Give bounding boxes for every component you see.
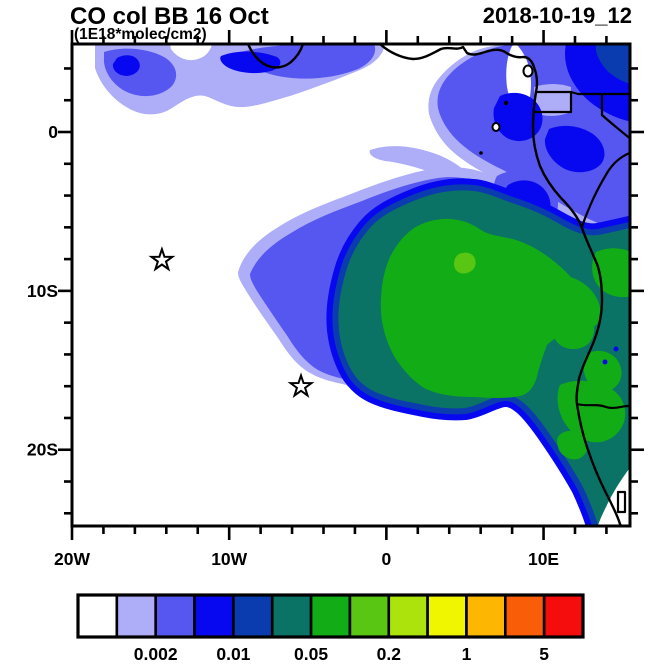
map-interior	[72, 44, 630, 526]
colorbar-cell	[309, 593, 352, 639]
colorbar-cell	[115, 593, 157, 639]
contour-green-land-4	[557, 430, 588, 460]
colorbar-cell	[76, 593, 119, 639]
x-axis-label: 20W	[54, 549, 90, 569]
colorbar-cell	[542, 593, 585, 639]
map-frame	[70, 42, 632, 528]
colorbar-cell	[154, 593, 196, 639]
island-annobon	[479, 151, 483, 155]
colorbar-outline	[76, 593, 585, 639]
contour-plume-max-spot	[454, 252, 476, 274]
star-marker	[148, 246, 176, 272]
coastline-ivory-coast-dip	[246, 44, 305, 69]
coastal-lagoon-outline	[616, 490, 627, 514]
contour-blue-speck-1	[613, 346, 619, 352]
x-axis-label: 0	[381, 549, 391, 569]
colorbar-cell	[387, 593, 429, 639]
contour-ne-navy-corner	[595, 44, 630, 84]
island-bioko	[522, 64, 534, 78]
colorbar-cell	[426, 593, 468, 639]
contour-green-land-2	[583, 350, 622, 391]
island-principe	[503, 100, 509, 106]
y-axis-label: 0	[48, 122, 58, 142]
island-sao-tome	[491, 122, 501, 132]
contour-ne-blue-patch-2	[544, 125, 605, 173]
border-cameroon-congo	[569, 90, 630, 117]
y-axis-label: 20S	[27, 440, 58, 460]
colorbar-label: 0.002	[134, 644, 178, 664]
colorbar-label: 0.01	[216, 644, 250, 664]
contour-north-band-white-notch	[170, 44, 212, 61]
colorbar-cell	[504, 593, 546, 639]
x-axis-label: 10E	[528, 549, 559, 569]
contour-blue-speck-2	[602, 359, 608, 365]
colorbar-cell	[465, 593, 507, 639]
station-markers	[148, 246, 315, 398]
border-equatorial-guinea	[533, 90, 573, 114]
contour-plume-green-core	[380, 218, 596, 398]
contour-north-band-blue-streak	[220, 51, 281, 74]
colorbar-label: 0.05	[294, 644, 328, 664]
colorbar-cell	[232, 593, 274, 639]
colorbar: 0.002 0.01 0.05 0.2 1 5	[76, 593, 585, 664]
contour-green-land-1	[550, 307, 595, 350]
coastline-west-africa	[378, 44, 623, 526]
contour-green-land-3	[557, 380, 626, 443]
contour-north-band-blue-west	[112, 55, 140, 76]
colorbar-cell	[348, 593, 391, 639]
colorbar-cell	[193, 593, 235, 639]
plot-title: CO col BB 16 Oct	[70, 3, 269, 30]
y-axis-label: 10S	[27, 281, 58, 301]
plot-run-timestamp: 2018-10-19_12	[482, 3, 632, 28]
x-axis-label: 10W	[211, 549, 247, 569]
star-marker	[287, 372, 315, 398]
colorbar-label: 5	[539, 644, 549, 664]
plot-units-subtitle: (1E18*molec/cm2)	[74, 26, 207, 43]
colorbar-label: 0.2	[377, 644, 402, 664]
colorbar-label: 1	[462, 644, 472, 664]
colorbar-cell	[270, 593, 313, 639]
border-angola-namibia	[575, 402, 630, 410]
axis-tick-labels: 20W 10W 0 10E 0 10S 20S	[27, 122, 559, 569]
